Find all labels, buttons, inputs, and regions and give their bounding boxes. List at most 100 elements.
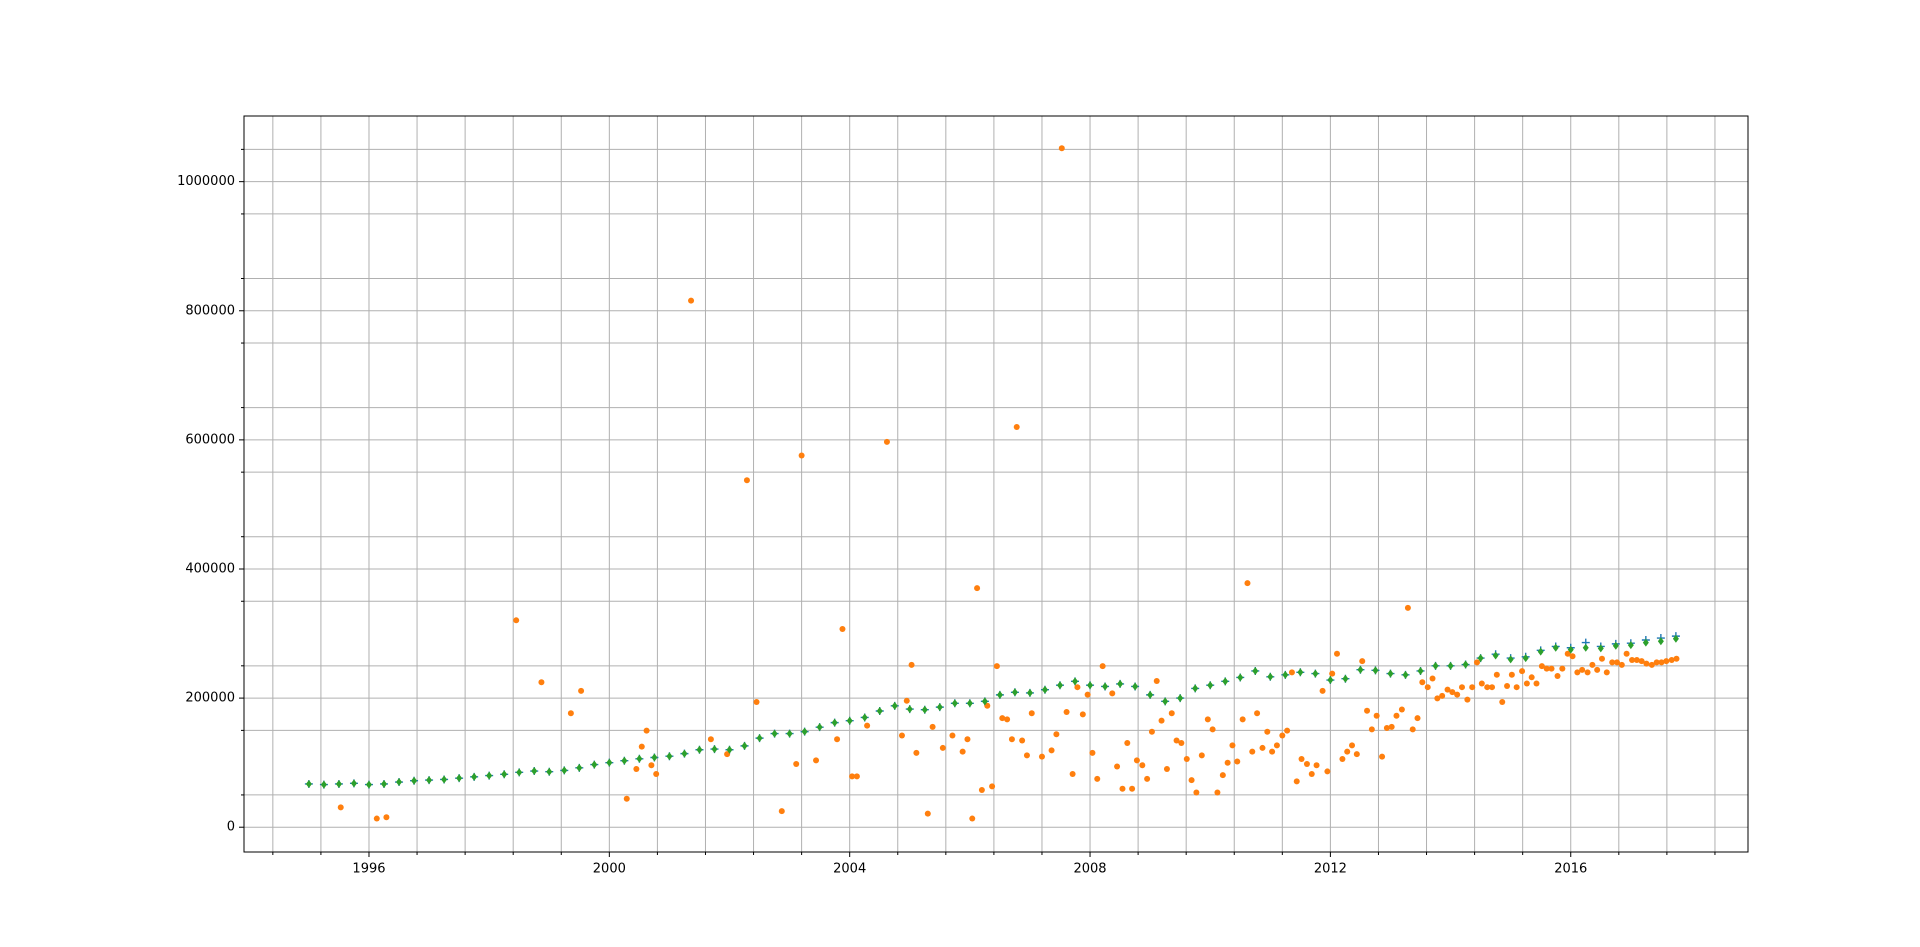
point — [1237, 673, 1244, 682]
x-tick-label: 2016 — [1554, 862, 1587, 877]
point — [1344, 748, 1351, 755]
point — [1522, 654, 1529, 663]
y-tick-label: 600000 — [185, 432, 235, 447]
point — [1383, 725, 1390, 732]
point — [793, 761, 800, 768]
point — [707, 736, 714, 743]
point — [996, 690, 1003, 699]
point — [365, 780, 372, 789]
point — [1028, 710, 1035, 717]
point — [1559, 665, 1566, 672]
point — [1537, 647, 1544, 656]
point — [1548, 665, 1555, 672]
point — [1072, 677, 1079, 686]
point — [1393, 712, 1400, 719]
point — [929, 723, 936, 730]
point — [1183, 756, 1190, 763]
point — [1424, 684, 1431, 691]
point — [1387, 669, 1394, 678]
point — [1642, 638, 1649, 647]
x-tick-label: 1996 — [352, 862, 385, 877]
point — [381, 779, 388, 788]
point — [1574, 669, 1581, 676]
point — [1653, 659, 1660, 666]
point — [1177, 694, 1184, 703]
point — [1432, 661, 1439, 670]
point — [1133, 757, 1140, 764]
point — [1249, 748, 1256, 755]
point — [1513, 684, 1520, 691]
point — [1523, 680, 1530, 687]
point — [1589, 661, 1596, 668]
point — [441, 775, 448, 784]
point — [1357, 665, 1364, 674]
point — [1364, 707, 1371, 714]
point — [1162, 697, 1169, 706]
point — [578, 687, 585, 694]
point — [471, 772, 478, 781]
point — [1368, 726, 1375, 733]
point — [1564, 650, 1571, 657]
point — [1429, 675, 1436, 682]
point — [1439, 692, 1446, 699]
point — [1597, 644, 1604, 653]
point — [1582, 643, 1589, 652]
point — [1267, 672, 1274, 681]
point — [1019, 737, 1026, 744]
point — [1603, 669, 1610, 676]
point — [1464, 696, 1471, 703]
point — [1293, 778, 1300, 785]
point — [993, 663, 1000, 670]
y-tick-label: 400000 — [185, 561, 235, 576]
point — [1507, 655, 1514, 664]
point — [1252, 666, 1259, 675]
point — [373, 815, 380, 822]
point — [1567, 645, 1574, 654]
point — [1359, 658, 1366, 665]
point — [1087, 681, 1094, 690]
point — [1552, 643, 1559, 652]
point — [1011, 688, 1018, 697]
point — [1388, 723, 1395, 730]
point — [538, 679, 545, 686]
point — [1504, 682, 1511, 689]
point — [1273, 742, 1280, 749]
point — [1462, 660, 1469, 669]
point — [1612, 641, 1619, 650]
point — [1026, 688, 1033, 697]
point — [969, 815, 976, 822]
point — [1519, 668, 1526, 675]
point — [1038, 753, 1045, 760]
point — [1614, 659, 1621, 666]
point — [320, 780, 327, 789]
point — [643, 727, 650, 734]
point — [1303, 761, 1310, 768]
point — [1119, 785, 1126, 792]
point — [1493, 671, 1500, 678]
point — [1627, 641, 1634, 650]
point — [1489, 684, 1496, 691]
point — [711, 745, 718, 754]
point — [974, 585, 981, 592]
point — [949, 732, 956, 739]
point — [1089, 749, 1096, 756]
point — [1132, 682, 1139, 691]
point — [1404, 604, 1411, 611]
point — [513, 617, 520, 624]
point — [1284, 727, 1291, 734]
point — [636, 754, 643, 763]
point — [1099, 663, 1106, 670]
point — [1193, 789, 1200, 796]
point — [1633, 656, 1640, 663]
point — [741, 741, 748, 750]
point — [1657, 637, 1664, 646]
point — [1313, 762, 1320, 769]
point — [576, 763, 583, 772]
point — [621, 756, 628, 765]
point — [651, 753, 658, 762]
x-tick-label: 2012 — [1314, 862, 1347, 877]
point — [1173, 737, 1180, 744]
point — [724, 751, 731, 758]
point — [501, 770, 508, 779]
point — [846, 716, 853, 725]
